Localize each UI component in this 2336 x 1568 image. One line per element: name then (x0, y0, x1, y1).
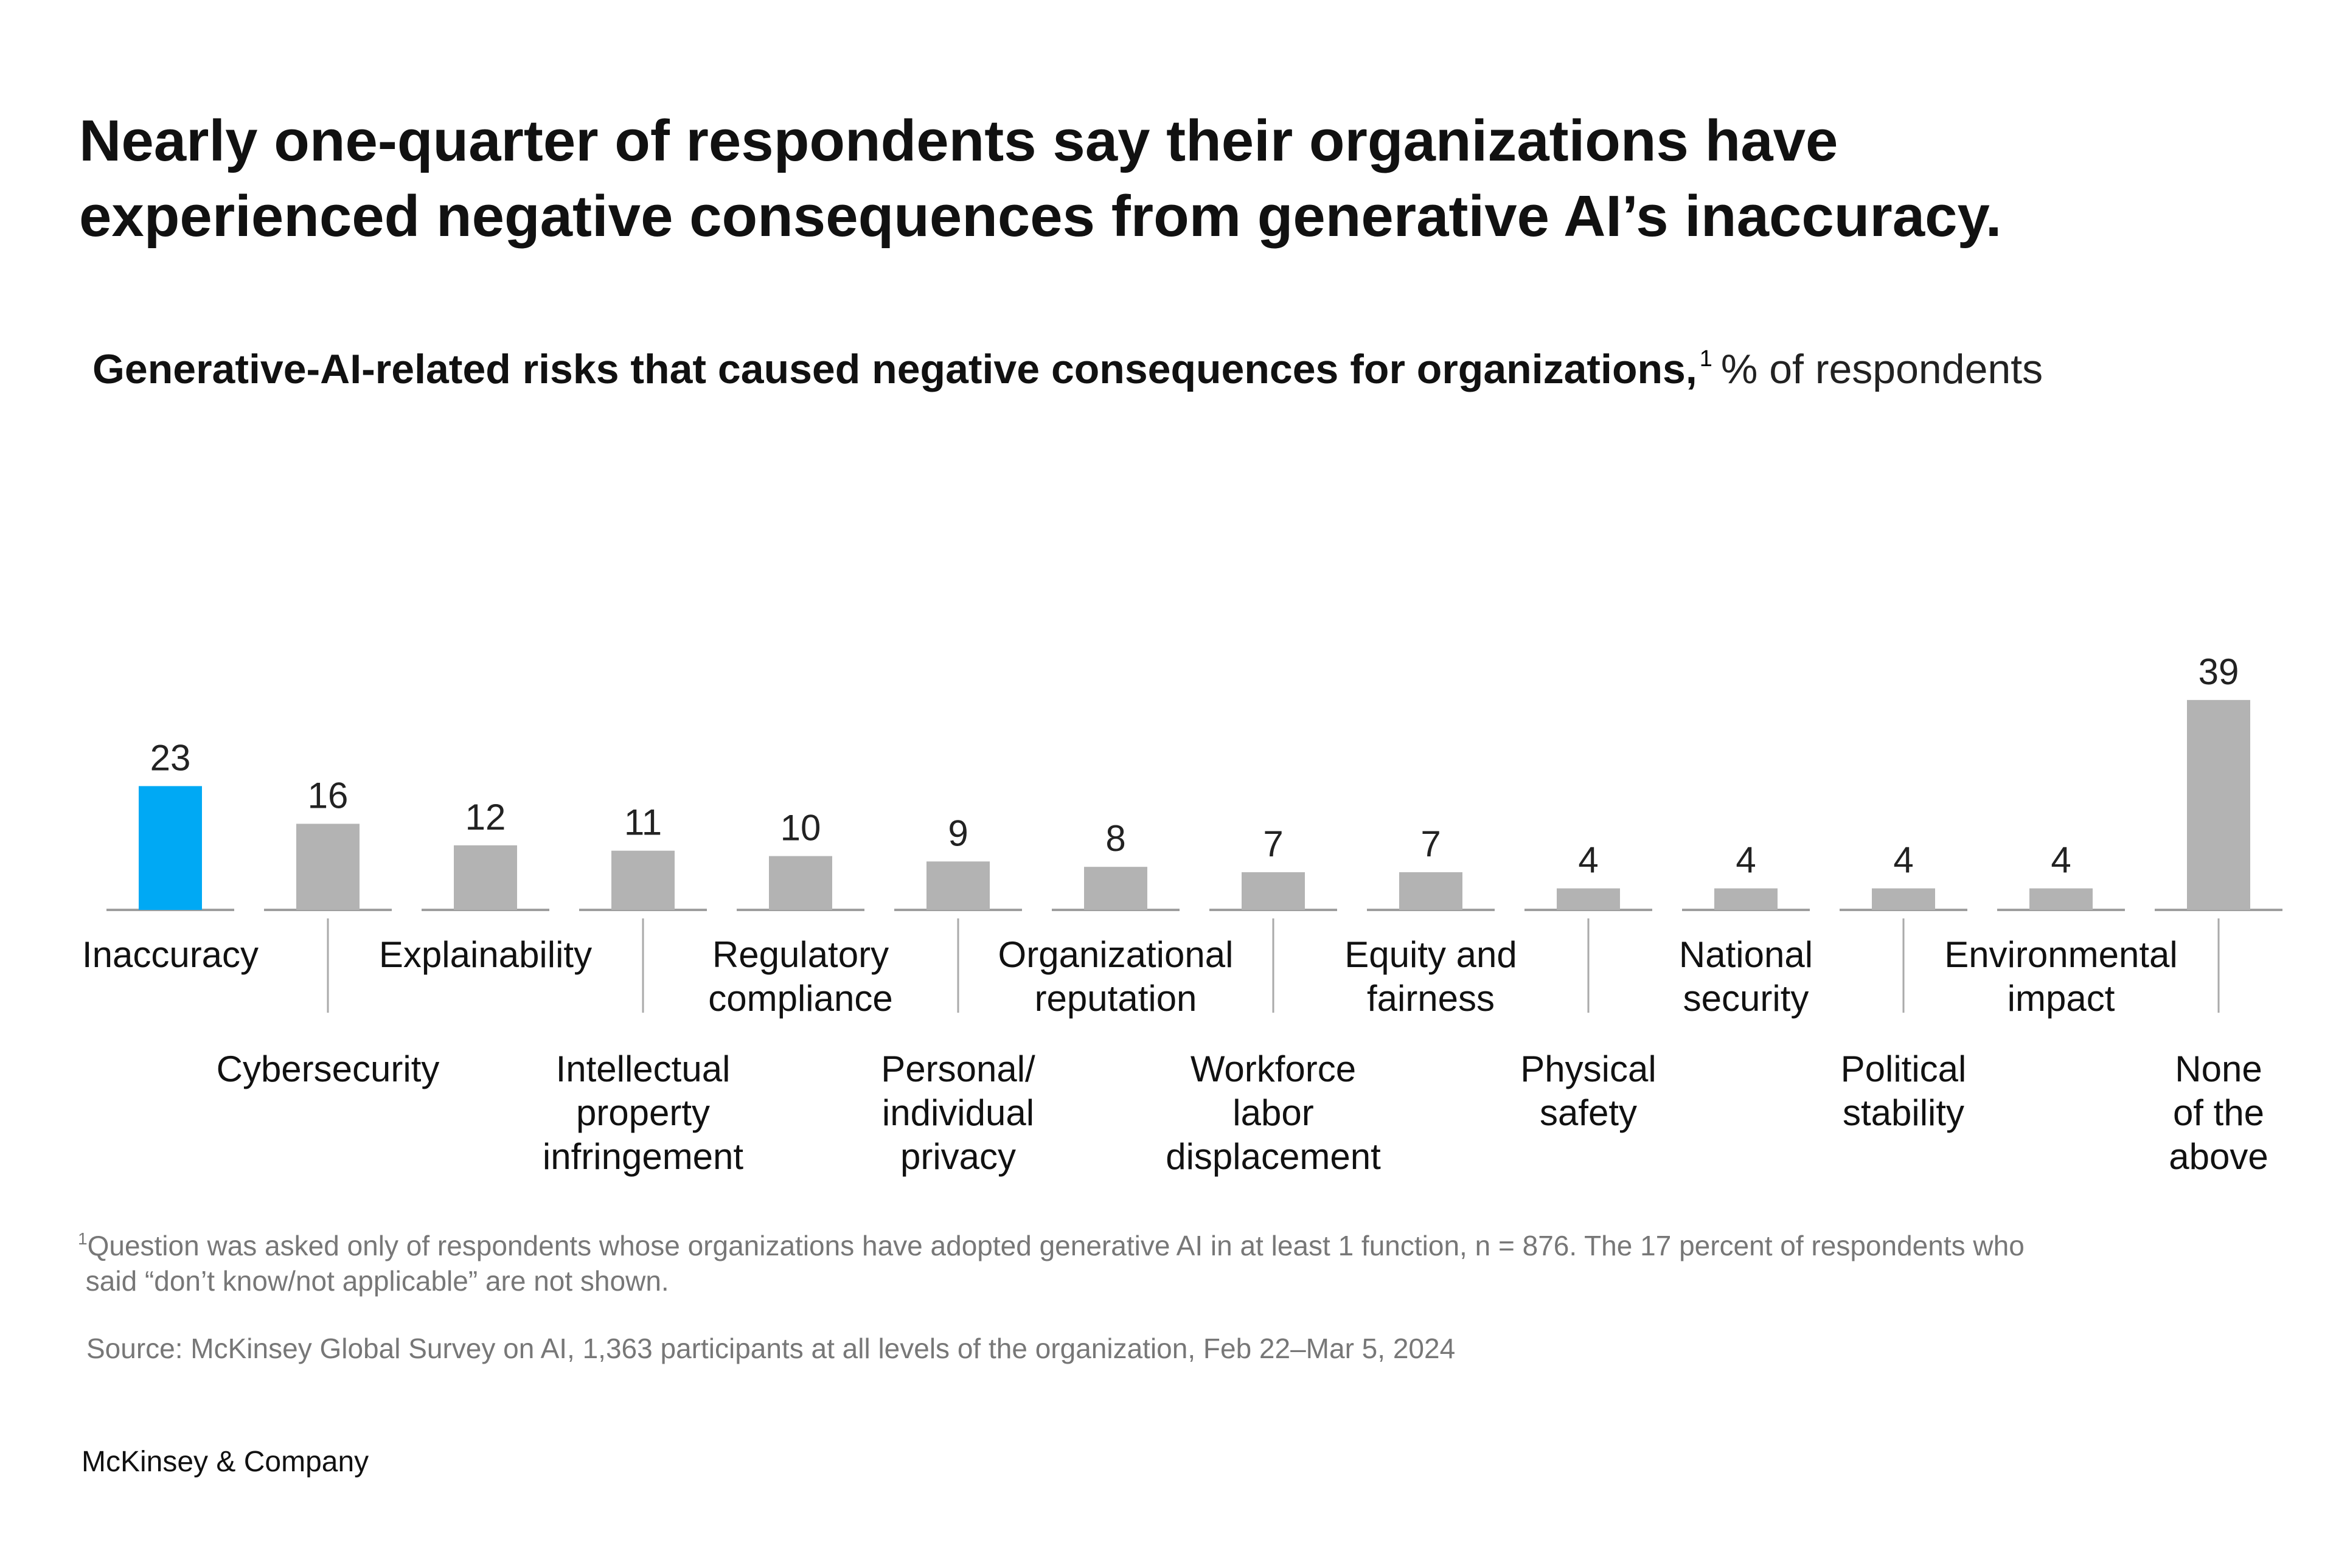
data-label: 4 (1893, 840, 1913, 881)
data-label: 7 (1420, 824, 1441, 864)
data-label: 4 (1578, 840, 1598, 881)
data-label: 4 (2051, 840, 2071, 881)
data-label: 12 (465, 797, 506, 838)
footnote: 1Question was asked only of respondents … (78, 1221, 2268, 1299)
bar (1399, 872, 1462, 910)
headline: Nearly one-quarter of respondents say th… (79, 103, 2208, 254)
bar (296, 824, 360, 910)
footnote-line-1: Question was asked only of respondents w… (87, 1230, 2025, 1261)
bar (1242, 872, 1305, 910)
data-label: 11 (624, 802, 662, 843)
bar (1084, 867, 1147, 910)
data-label: 8 (1105, 818, 1125, 859)
category-label: Inaccuracy (82, 934, 259, 975)
category-label: Political stability (1841, 1049, 1967, 1133)
category-label: Cybersecurity (217, 1049, 440, 1089)
bar (1557, 888, 1620, 910)
chart-title-footnote-marker: 1 (1699, 346, 1712, 372)
category-label: Environmental impact (1944, 934, 2178, 1019)
category-label: Organizational reputation (998, 934, 1234, 1019)
data-label: 9 (948, 813, 968, 853)
chart-subtitle: Generative-AI-related risks that caused … (92, 328, 2282, 400)
bar (2029, 888, 2093, 910)
chart-unit-label: % of respondents (1720, 346, 2043, 392)
category-label: Intellectual property infringement (543, 1049, 744, 1177)
source-note: Source: McKinsey Global Survey on AI, 1,… (86, 1333, 1456, 1364)
data-label: 23 (150, 737, 191, 778)
data-label: 4 (1736, 840, 1756, 881)
category-label: Equity and fairness (1344, 934, 1517, 1019)
category-label: Physical safety (1520, 1049, 1656, 1133)
data-label: 16 (308, 775, 349, 816)
bar (926, 861, 990, 910)
data-label: 10 (780, 808, 821, 848)
category-label: None of the above (2169, 1049, 2268, 1177)
data-label: 39 (2199, 651, 2239, 692)
chart-title: Generative-AI-related risks that caused … (92, 346, 1697, 392)
bar (139, 786, 202, 910)
category-label: Personal/individual privacy (881, 1049, 1035, 1177)
category-label: Regulatory compliance (708, 934, 893, 1019)
headline-line-2: experienced negative consequences from g… (79, 184, 2002, 249)
category-label: National security (1679, 934, 1813, 1019)
brand-wordmark: McKinsey & Company (82, 1446, 369, 1478)
bar-chart: 23 Inaccuracy 16 Cybersecurity 12 Explainabil… (82, 651, 2282, 1177)
bar (611, 850, 675, 910)
headline-line-1: Nearly one-quarter of respondents say th… (79, 108, 1838, 173)
footnote-line-2: said “don’t know/not applicable” are not… (85, 1265, 669, 1297)
bar (769, 856, 832, 910)
bar (454, 845, 517, 910)
footnote-marker: 1 (78, 1229, 88, 1248)
bar (2187, 699, 2250, 910)
bar (1872, 888, 1935, 910)
category-label: Explainability (379, 934, 592, 975)
bar (1714, 888, 1778, 910)
data-label: 7 (1263, 824, 1283, 864)
category-label: Workforce labor displacement (1166, 1049, 1381, 1177)
